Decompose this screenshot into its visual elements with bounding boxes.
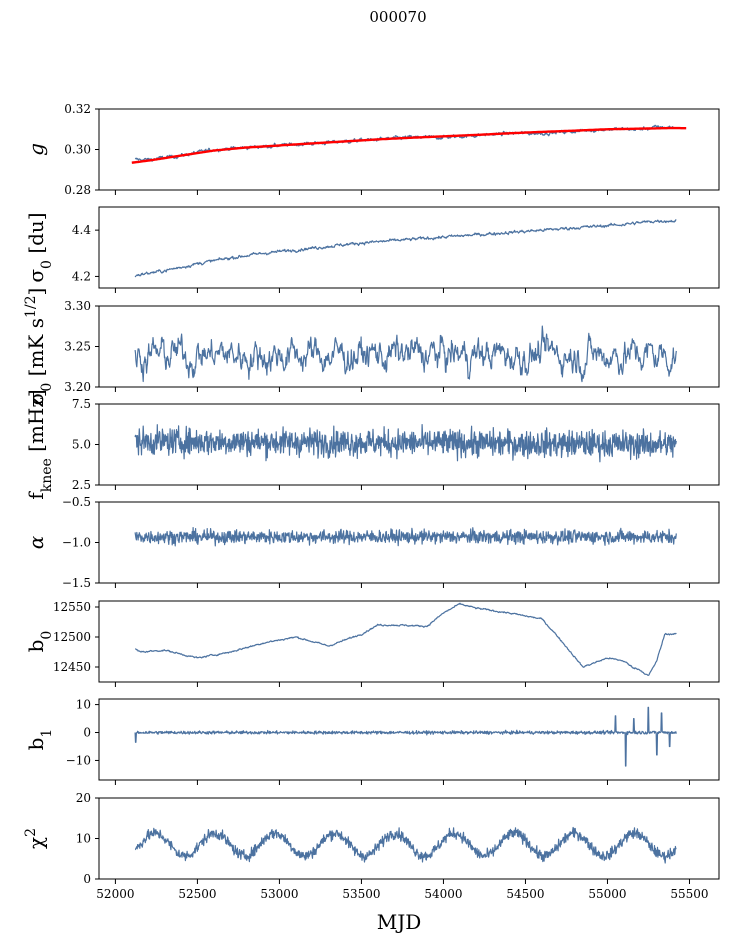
g-plot-area: [131, 124, 687, 164]
sigma0-series-sigma0: [134, 219, 677, 278]
g-ytick-label: 0.30: [64, 143, 91, 157]
fknee-ytick-label: 7.5: [72, 397, 91, 411]
sigma0-plot-area: [134, 219, 677, 278]
panel-b0: 12450 12500 12550 b0: [24, 600, 720, 687]
xtick-label: 52000: [96, 887, 134, 901]
xtick-label: 53500: [342, 887, 380, 901]
panel-sigma0: 4.2 4.4 σ0 [du]: [24, 206, 720, 293]
b1-ytick-label: 10: [76, 698, 91, 712]
panel-alpha: −1.5 −1.0 −0.5 α: [24, 495, 720, 590]
chi2-series-chi2: [134, 826, 677, 864]
panel-sigma: 3.20 3.25 3.30 σ0 [mK s1/2]: [23, 288, 720, 406]
alpha-ytick-label: −1.5: [62, 576, 91, 590]
panel-g: 0.28 0.30 0.32 g: [24, 102, 720, 197]
g-axes-frame: [98, 108, 720, 191]
alpha-ytick-label: −1.0: [62, 536, 91, 550]
b1-plot-area: [134, 706, 677, 767]
g-ylabel: g: [24, 143, 48, 156]
b1-series-b1: [134, 706, 677, 767]
g-series-fit: [131, 126, 687, 164]
b0-ylabel: b0: [24, 631, 55, 653]
b1-ylabel: b1: [24, 729, 55, 751]
panel-b1: −10 0 10 b1: [24, 698, 720, 785]
figure-title: 000070: [369, 8, 426, 26]
fknee-ytick-label: 2.5: [72, 478, 91, 492]
g-ytick-label: 0.28: [64, 183, 91, 197]
alpha-ytick-label: −0.5: [62, 495, 91, 509]
xtick-label: 52500: [178, 887, 216, 901]
sigma0-ytick-label: 4.2: [72, 269, 91, 283]
panel-fknee: 2.5 5.0 7.5 fknee [mHz]: [24, 389, 720, 500]
chi2-ylabel: χ2: [23, 828, 48, 849]
xtick-label: 54000: [424, 887, 462, 901]
xtick-label: 54500: [506, 887, 544, 901]
fknee-plot-area: [134, 424, 677, 463]
sigma0-ytick-label: 4.4: [72, 223, 91, 237]
xtick-label: 53000: [260, 887, 298, 901]
xtick-label: 55500: [670, 887, 708, 901]
chi2-ytick-label: 20: [76, 791, 91, 805]
sigma-ylabel: σ0 [mK s1/2]: [23, 288, 55, 406]
x-axis-label: MJD: [377, 910, 422, 934]
panel-chi2: 0 10 20 52000 52500 53000 53500 54000 54500 55000…: [23, 791, 720, 934]
fknee-ytick-label: 5.0: [72, 438, 91, 452]
panels: 0.28 0.30 0.32 g 4.2 4.4 σ0 [du] 3.20 3.25 3.30 σ0…: [23, 102, 720, 934]
xtick-label: 55000: [588, 887, 626, 901]
chi2-axes-frame: [98, 797, 720, 880]
b0-ytick-label: 12500: [53, 630, 91, 644]
b0-plot-area: [134, 602, 677, 676]
b0-ytick-label: 12550: [53, 600, 91, 614]
alpha-plot-area: [134, 526, 677, 547]
b1-ytick-label: −10: [66, 753, 91, 767]
sigma0-ylabel: σ0 [du]: [24, 212, 55, 282]
b1-ytick-label: 0: [83, 726, 91, 740]
sigma0-axes-frame: [98, 206, 720, 289]
sigma-ytick-label: 3.25: [64, 340, 91, 354]
g-ytick-label: 0.32: [64, 102, 91, 116]
alpha-ylabel: α: [24, 535, 48, 549]
b0-ytick-label: 12450: [53, 660, 91, 674]
fknee-series-fknee: [134, 424, 677, 463]
sigma-axes-frame: [98, 305, 720, 388]
chi2-ytick-label: 0: [83, 872, 91, 886]
sigma-ytick-label: 3.30: [64, 299, 91, 313]
sigma-series-sigma: [134, 325, 677, 383]
sigma-plot-area: [134, 325, 677, 383]
fknee-ylabel: fknee [mHz]: [24, 389, 55, 499]
chi2-ytick-label: 10: [76, 832, 91, 846]
b0-series-b0: [134, 602, 677, 676]
b1-axes-frame: [98, 698, 720, 781]
sigma-ytick-label: 3.20: [64, 380, 91, 394]
chi2-plot-area: [134, 826, 677, 864]
alpha-series-alpha: [134, 526, 677, 547]
b0-axes-frame: [98, 600, 720, 683]
